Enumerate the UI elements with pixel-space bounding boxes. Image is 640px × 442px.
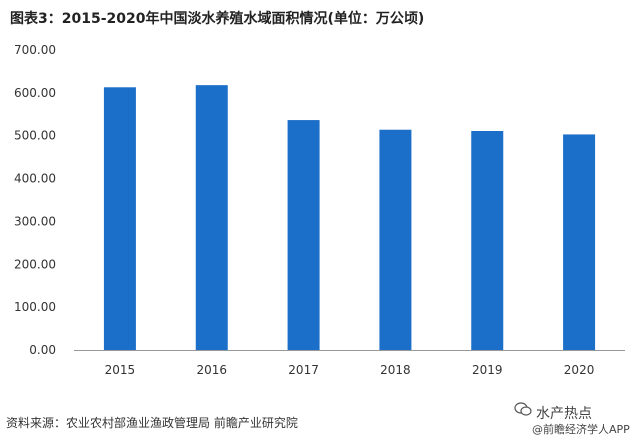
x-axis-ticks: 2015 2016 2017 2018 2019 2020 (105, 363, 595, 377)
y-tick-label: 600.00 (14, 86, 56, 100)
bar-2020 (563, 134, 596, 350)
bar-2018 (379, 129, 412, 350)
x-tick-label: 2016 (196, 363, 227, 377)
wechat-logo-icon (514, 402, 532, 416)
bar-2016 (195, 85, 228, 351)
y-tick-label: 700.00 (14, 43, 56, 57)
bar-2017 (287, 120, 320, 350)
watermark-app: @前瞻经济学人APP (532, 423, 630, 436)
bar-2019 (471, 131, 504, 350)
y-axis-ticks: 0.00 100.00 200.00 300.00 400.00 500.00 600.00… (14, 43, 56, 357)
y-tick-label: 300.00 (14, 214, 56, 228)
y-tick-label: 200.00 (14, 257, 56, 271)
chart-title: 图表3：2015-2020年中国淡水养殖水域面积情况(单位：万公顷) (10, 11, 425, 27)
y-tick-label: 500.00 (14, 129, 56, 143)
y-tick-label: 100.00 (14, 300, 56, 314)
watermark-badge: 水产热点 (536, 406, 592, 422)
source-note: 资料来源：农业农村部渔业渔政管理局 前瞻产业研究院 (6, 416, 298, 430)
x-tick-label: 2015 (105, 363, 136, 377)
bars (103, 85, 596, 351)
bar-2015 (103, 87, 136, 351)
x-tick-label: 2017 (288, 363, 319, 377)
x-tick-label: 2019 (472, 363, 503, 377)
x-tick-label: 2018 (380, 363, 411, 377)
x-tick-label: 2020 (564, 363, 595, 377)
y-tick-label: 400.00 (14, 172, 56, 186)
y-tick-label: 0.00 (29, 343, 56, 357)
